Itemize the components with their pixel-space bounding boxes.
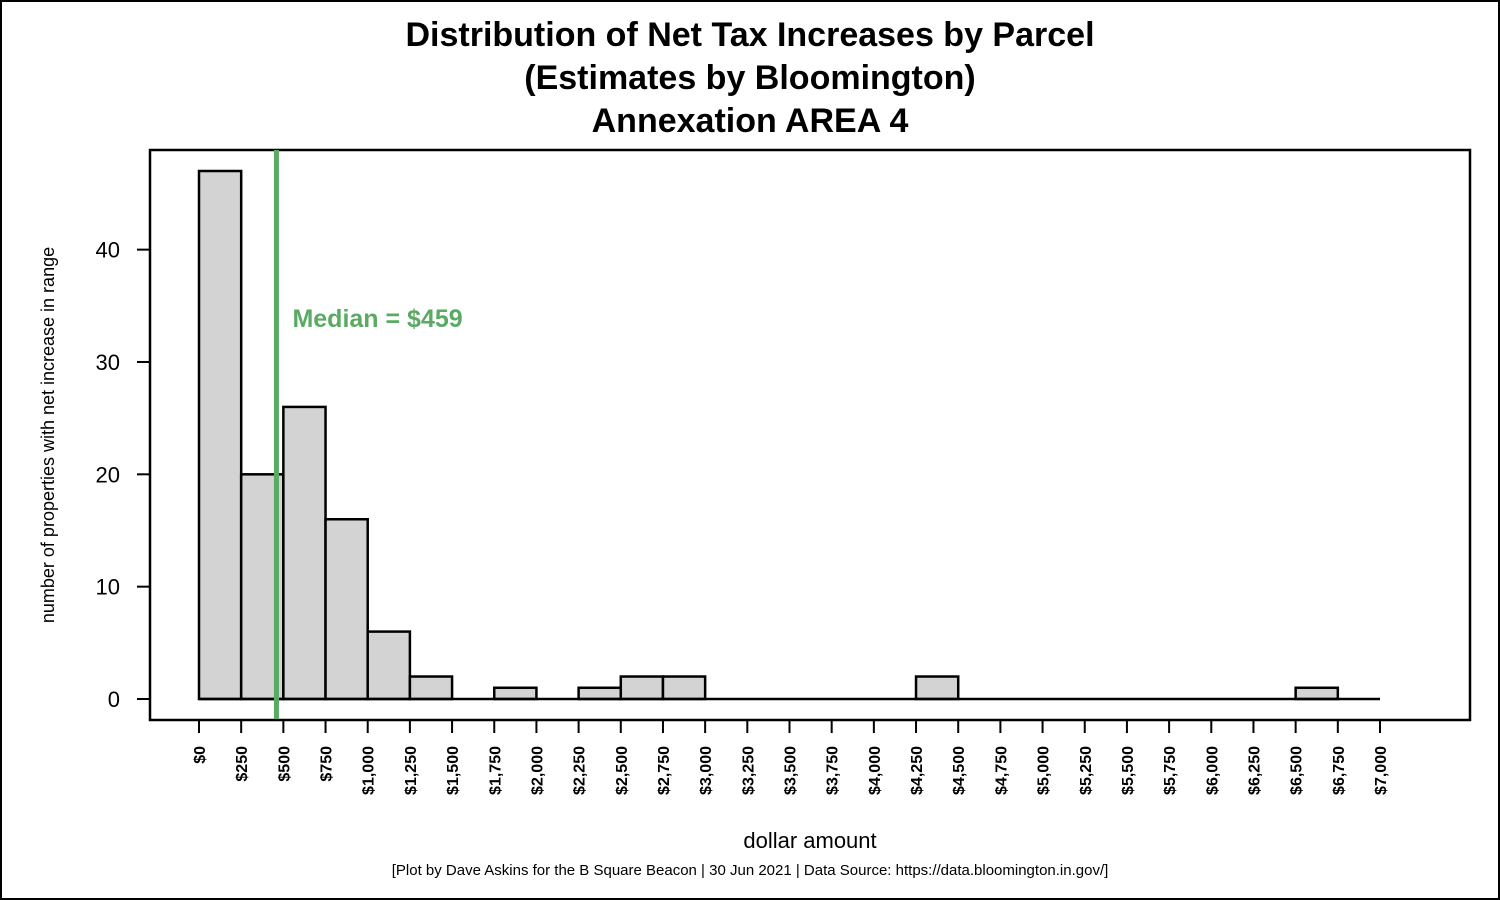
chart-title-line-2: (Estimates by Bloomington) — [524, 59, 976, 97]
chart-title-line-1: Distribution of Net Tax Increases by Par… — [405, 16, 1095, 54]
histogram-bar — [324, 518, 369, 701]
histogram-bar — [197, 169, 243, 701]
y-tick-label: 0 — [108, 687, 120, 712]
x-tick-label: $1,750 — [487, 746, 504, 795]
x-tick-label: $2,750 — [656, 746, 673, 795]
x-tick-label: $4,000 — [867, 746, 884, 795]
x-tick-label: $750 — [319, 746, 336, 782]
footer-credit: [Plot by Dave Askins for the B Square Be… — [391, 862, 1109, 879]
x-tick-label: $5,500 — [1120, 746, 1137, 795]
x-tick-label: $1,250 — [403, 746, 420, 795]
x-tick-label: $3,250 — [740, 746, 757, 795]
x-tick-label: $5,750 — [1162, 746, 1179, 795]
y-axis-label: number of properties with net increase i… — [38, 247, 58, 623]
histogram-bar — [408, 675, 454, 701]
histogram-bar — [493, 686, 538, 701]
x-tick-label: $2,250 — [572, 746, 589, 795]
x-axis-label: dollar amount — [743, 828, 876, 853]
x-tick-label: $6,750 — [1331, 746, 1348, 795]
histogram-bar — [619, 675, 665, 701]
x-tick-label: $7,000 — [1373, 746, 1390, 795]
histogram-bar — [1294, 686, 1340, 701]
x-tick-label: $5,000 — [1036, 746, 1053, 795]
y-tick-label: 10 — [96, 575, 120, 600]
x-tick-label: $6,000 — [1204, 746, 1221, 795]
histogram-bar — [282, 405, 327, 701]
y-tick-label: 30 — [96, 350, 120, 375]
x-tick-label: $3,000 — [698, 746, 715, 795]
x-tick-label: $6,250 — [1246, 746, 1263, 795]
histogram-bar — [914, 675, 960, 701]
x-tick-label: $4,750 — [993, 746, 1010, 795]
x-tick-label: $250 — [234, 746, 251, 782]
histogram-bar — [366, 630, 412, 701]
x-tick-label: $2,500 — [614, 746, 631, 795]
x-tick-label: $3,750 — [825, 746, 842, 795]
histogram-bar — [661, 675, 707, 701]
histogram-bar — [577, 686, 623, 701]
y-tick-label: 40 — [96, 238, 120, 263]
x-tick-label: $500 — [276, 746, 293, 782]
x-tick-label: $1,000 — [361, 746, 378, 795]
x-tick-label: $1,500 — [445, 746, 462, 795]
x-tick-label: $0 — [192, 746, 209, 764]
x-tick-label: $3,500 — [783, 746, 800, 795]
x-tick-label: $2,000 — [529, 746, 546, 795]
x-tick-label: $6,500 — [1289, 746, 1306, 795]
chart-title-line-3: Annexation AREA 4 — [591, 102, 909, 140]
x-tick-label: $4,500 — [951, 746, 968, 795]
y-tick-label: 20 — [96, 462, 120, 487]
median-label: Median = $459 — [292, 305, 462, 333]
x-tick-label: $4,250 — [909, 746, 926, 795]
x-tick-label: $5,250 — [1078, 746, 1095, 795]
